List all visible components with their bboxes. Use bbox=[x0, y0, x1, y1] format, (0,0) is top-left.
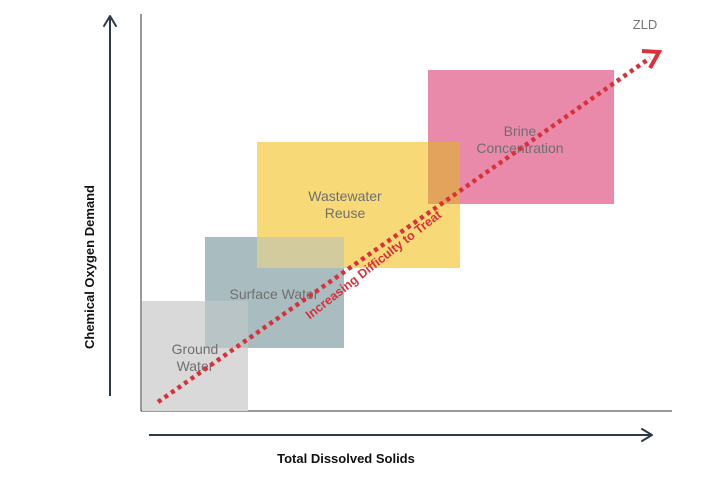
y-axis-title: Chemical Oxygen Demand bbox=[82, 185, 97, 349]
y-axis-arrow bbox=[103, 15, 117, 396]
difficulty-trend-arrow bbox=[156, 49, 663, 404]
wastewater-reuse-label-line2: Reuse bbox=[325, 205, 366, 221]
ground-surface-overlap bbox=[205, 301, 248, 348]
zld-label: ZLD bbox=[633, 17, 658, 32]
surface-water-label: Surface Water bbox=[230, 286, 319, 302]
ground-water-label-line2: Water bbox=[177, 358, 214, 374]
wastewater-reuse-label-line1: Wastewater bbox=[308, 188, 382, 204]
x-axis-arrow bbox=[149, 428, 653, 442]
brine-concentration-label-line1: Brine bbox=[504, 123, 537, 139]
ground-water-label-line1: Ground bbox=[172, 341, 219, 357]
surface-wastewater-overlap bbox=[257, 237, 344, 268]
x-axis-title: Total Dissolved Solids bbox=[277, 451, 415, 466]
